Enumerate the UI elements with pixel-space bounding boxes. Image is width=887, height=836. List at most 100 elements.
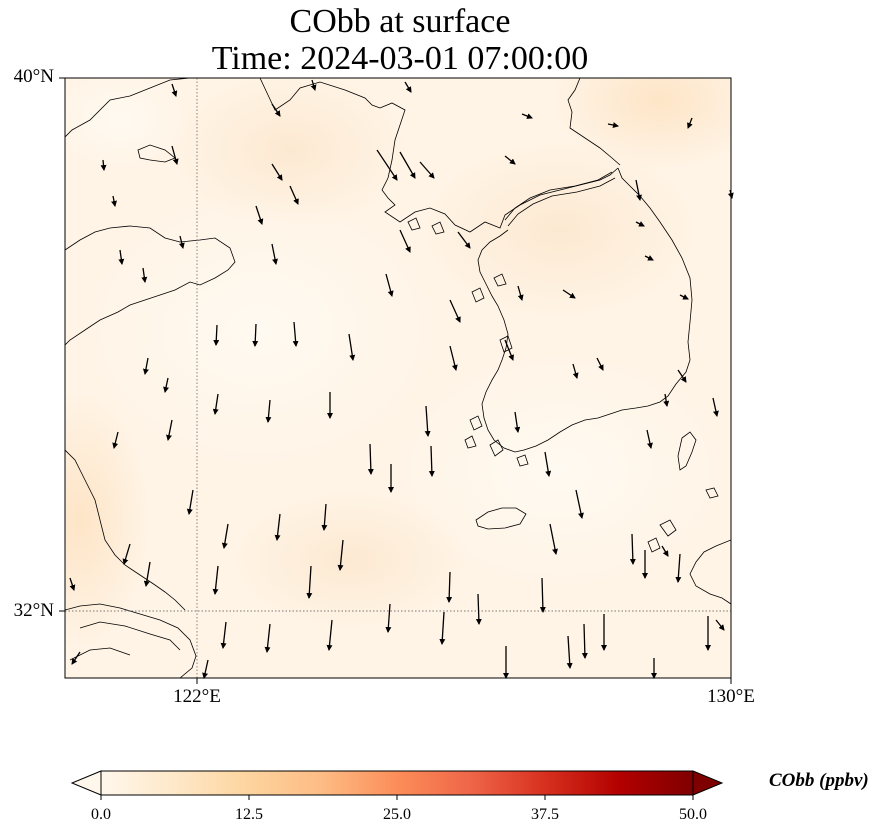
colorbar-tick-label-4: 50.0: [679, 806, 707, 823]
wind-arrow: [646, 429, 653, 449]
wind-arrow: [271, 243, 278, 265]
wind-arrow: [419, 161, 435, 179]
map-title: CObb at surface: [289, 3, 511, 40]
wind-arrow: [186, 489, 194, 515]
tsushima-island: [677, 431, 697, 471]
wind-arrow: [629, 533, 636, 565]
island-sw3: [464, 435, 477, 449]
colorbar-tick-label-2: 25.0: [383, 806, 411, 823]
coastline-chongming: [79, 621, 181, 651]
coastlines: [65, 78, 731, 678]
wind-arrow: [271, 163, 283, 181]
wind-arrow: [271, 103, 281, 117]
island-sw2: [489, 439, 504, 457]
wind-arrow: [712, 397, 719, 417]
wind-arrow: [663, 393, 670, 407]
lon-label-130: 130°E: [707, 686, 755, 707]
wind-arrow: [264, 623, 271, 653]
wind-arrow: [446, 571, 453, 603]
wind-arrow: [635, 221, 645, 227]
island-liaodong-2: [431, 221, 445, 235]
wind-arrow: [221, 523, 229, 549]
island-goto-1: [659, 519, 677, 537]
wind-arrow: [549, 523, 558, 555]
coastline-bohai-shoal: [137, 144, 176, 163]
coastline-yangtze-mouth: [65, 603, 197, 678]
wind-arrow: [212, 565, 219, 595]
lat-label-40: 40°N: [13, 66, 54, 87]
wind-arrow: [142, 357, 149, 375]
island-iki: [705, 487, 719, 499]
gridlines: [65, 78, 731, 678]
colorbar: [70, 770, 724, 800]
island-goto-2: [647, 537, 661, 553]
wind-arrow: [504, 339, 514, 361]
coastline-shanghai: [69, 647, 131, 661]
wind-arrow: [575, 489, 584, 519]
wind-arrow: [449, 345, 458, 371]
wind-arrow: [661, 545, 669, 557]
wind-arrow: [252, 323, 259, 347]
coastline-shandong: [65, 225, 236, 346]
wind-arrow: [289, 185, 299, 205]
colorbar-ticks: [100, 795, 694, 800]
wind-arrow: [274, 513, 281, 541]
colorbar-tick-label-1: 12.5: [235, 806, 263, 823]
coastline-jiangsu: [65, 449, 186, 611]
colorbar-tick-label-3: 37.5: [531, 806, 559, 823]
wind-arrow: [213, 324, 220, 346]
wind-arrow: [562, 289, 576, 299]
wind-arrow: [521, 113, 533, 119]
island-liaodong: [407, 217, 421, 231]
wind-arrow: [326, 619, 333, 651]
wind-arrow: [677, 369, 687, 383]
wind-arrow: [367, 443, 374, 475]
wind-arrow: [265, 399, 272, 423]
wind-arrow: [675, 553, 682, 583]
wind-arrow: [118, 249, 125, 265]
wind-arrow: [572, 363, 579, 379]
coastline-korea: [477, 167, 693, 453]
wind-arrow: [310, 79, 317, 91]
wind-arrow: [679, 294, 689, 300]
wind-arrow: [348, 333, 356, 361]
wind-arrow: [687, 117, 693, 129]
wind-arrow: [644, 255, 654, 261]
wind-arrow: [143, 561, 151, 587]
wind-arrow: [399, 229, 411, 253]
wind-arrow: [171, 83, 178, 97]
wind-arrow: [69, 577, 76, 591]
wind-arrow: [141, 267, 148, 283]
wind-arrow: [220, 621, 227, 649]
axis-ticks: [59, 77, 732, 684]
coastline-korea-northeast: [567, 78, 621, 166]
wind-arrow: [171, 145, 179, 165]
island-w1: [471, 287, 485, 303]
colorbar-extend-max: [692, 770, 724, 796]
coastline-liaodong: [259, 78, 619, 233]
wind-arrow: [71, 651, 81, 665]
wind-arrow: [715, 619, 725, 631]
wind-arrow: [385, 273, 394, 297]
wind-arrow: [566, 635, 573, 669]
wind-arrow: [112, 431, 119, 449]
wind-arrow: [517, 285, 524, 301]
cobb-field: [65, 78, 731, 678]
wind-arrow: [122, 543, 131, 565]
wind-arrow: [439, 611, 446, 645]
colorbar-label: CObb (ppbv): [769, 770, 869, 791]
wind-arrow: [376, 149, 398, 181]
wind-arrow: [424, 405, 431, 437]
wind-arrow: [321, 503, 328, 531]
colorbar-extend-min: [70, 770, 102, 796]
map-frame: [64, 77, 732, 679]
wind-arrow: [163, 377, 169, 393]
wind-arrow: [539, 577, 546, 613]
wind-arrow: [635, 179, 642, 201]
island-w3: [499, 335, 513, 353]
wind-vectors: [69, 79, 734, 679]
wind-arrow: [399, 151, 416, 179]
wind-arrow: [449, 299, 461, 323]
wind-arrow: [166, 419, 173, 441]
